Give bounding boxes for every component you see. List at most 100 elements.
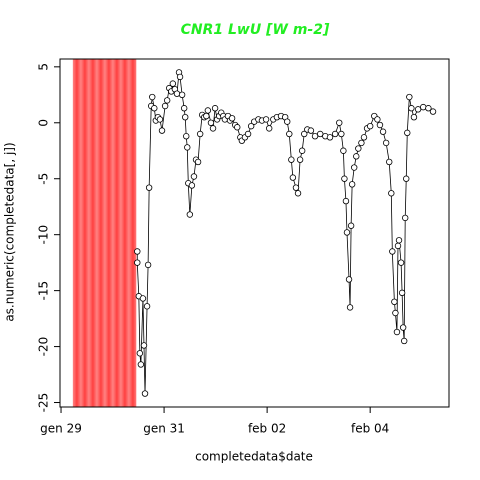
data-point	[188, 182, 196, 189]
data-point	[400, 337, 408, 345]
data-point	[374, 116, 381, 123]
data-point	[141, 390, 149, 397]
x-tick-label: gen 31	[143, 422, 185, 436]
data-point	[182, 113, 189, 121]
data-point	[298, 147, 306, 154]
data-point	[184, 144, 191, 151]
data-point	[340, 147, 347, 154]
data-point	[403, 175, 410, 182]
data-point	[379, 128, 387, 135]
data-point	[286, 130, 293, 138]
data-point	[408, 105, 415, 112]
data-point	[420, 103, 427, 111]
data-point	[262, 116, 270, 123]
data-point	[134, 248, 141, 255]
data-point	[186, 211, 194, 218]
data-point	[292, 184, 300, 191]
data-point	[348, 181, 356, 188]
data-point	[136, 350, 144, 357]
data-point	[398, 289, 406, 297]
data-point	[151, 105, 158, 112]
data-point	[158, 127, 166, 134]
data-point	[326, 134, 334, 141]
data-point	[395, 237, 403, 244]
y-tick-label: -25	[37, 393, 51, 413]
data-point	[397, 259, 405, 266]
chart-title: CNR1 LwU [W m-2]	[181, 22, 330, 38]
data-point	[190, 173, 198, 180]
data-point	[343, 229, 351, 236]
y-tick-label: 5	[37, 63, 51, 71]
data-point	[204, 107, 212, 114]
data-point	[311, 133, 319, 140]
y-tick-label: -5	[37, 173, 51, 185]
data-point	[234, 124, 241, 131]
data-point	[388, 190, 395, 197]
y-tick-label: -20	[37, 337, 51, 357]
data-point	[161, 102, 169, 110]
data-point	[296, 156, 304, 163]
data-point	[140, 342, 148, 349]
data-point	[347, 222, 355, 229]
data-point	[156, 116, 164, 123]
data-point	[414, 106, 422, 113]
data-point	[244, 130, 252, 138]
y-tick-label: -10	[37, 225, 51, 245]
data-point	[338, 130, 345, 138]
data-point	[149, 93, 156, 101]
y-axis-label: as.numeric(completedata[, j])	[3, 142, 17, 321]
data-point	[294, 190, 302, 197]
data-point	[139, 295, 147, 302]
data-point	[207, 119, 215, 126]
data-point	[284, 118, 291, 125]
data-point	[382, 139, 390, 147]
data-point	[410, 113, 418, 121]
data-point	[211, 105, 219, 112]
data-point	[288, 156, 295, 163]
shade-texture	[72, 59, 137, 407]
data-point	[289, 174, 297, 181]
data-point	[144, 261, 152, 269]
data-point	[163, 97, 171, 104]
data-point	[345, 276, 353, 283]
data-point	[386, 158, 393, 166]
data-point	[178, 91, 186, 99]
data-point	[346, 304, 354, 311]
data-point	[366, 122, 374, 130]
data-point	[393, 328, 401, 336]
data-point	[353, 153, 360, 160]
data-point	[194, 158, 202, 166]
data-point	[143, 303, 151, 310]
data-point	[145, 184, 153, 191]
data-point	[399, 324, 407, 331]
data-point	[169, 80, 177, 87]
data-point	[183, 133, 190, 140]
data-point	[196, 130, 204, 138]
data-point	[429, 108, 437, 115]
data-point	[376, 121, 384, 129]
data-point	[341, 175, 348, 182]
data-point	[391, 298, 398, 306]
data-point	[389, 248, 396, 255]
data-point	[173, 90, 181, 97]
plot-box	[59, 58, 450, 408]
data-point	[404, 129, 411, 137]
data-point	[360, 134, 368, 141]
data-point	[331, 130, 339, 138]
data-point	[307, 127, 315, 134]
data-point	[316, 130, 324, 138]
data-point	[247, 122, 255, 130]
data-point	[228, 115, 236, 122]
data-point	[342, 197, 350, 205]
data-point	[355, 145, 362, 152]
data-point	[425, 105, 432, 112]
data-point	[137, 361, 145, 368]
y-tick-label: -15	[37, 281, 51, 301]
data-point	[358, 139, 365, 147]
data-point	[180, 105, 188, 112]
data-point	[134, 259, 141, 266]
x-tick-label: gen 29	[40, 422, 82, 436]
data-point	[209, 125, 217, 132]
data-point	[402, 214, 409, 222]
